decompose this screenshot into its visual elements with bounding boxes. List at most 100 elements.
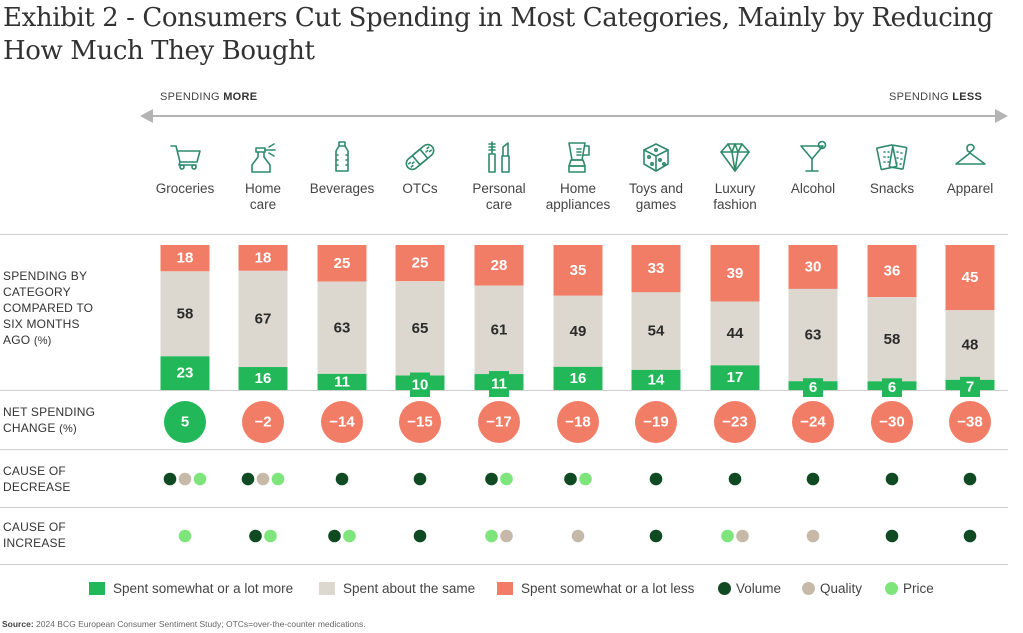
data-label-less: 35 [570,262,587,279]
bar-segment-more [238,367,288,390]
data-label-same: 44 [727,325,744,342]
category-snacks: Snacks [847,140,937,197]
data-label-same: 49 [570,323,587,340]
legend-dot-quality [802,582,815,595]
data-label-less: 25 [412,255,429,272]
cocktail-glass-icon [800,140,827,172]
blender-icon [568,142,590,173]
data-label-more: 6 [888,379,896,396]
divider [0,234,1008,235]
cause-decrease-volume-dot [163,472,177,486]
data-label-less: 33 [648,260,665,277]
direction-arrow [140,109,1008,123]
cause-decrease-price-dot [500,472,513,486]
data-label-less: 30 [805,258,822,275]
bar-segment-same [631,292,681,370]
mascara-lipstick-icon [488,141,510,173]
data-label-less: 45 [962,269,979,286]
data-label-tab [410,372,430,397]
cause-increase-price-dot [485,529,498,543]
cause-increase-quality-dot [806,529,820,543]
row-label-net-change: NET SPENDING CHANGE (%) [3,405,96,435]
bar-segment-less [710,245,760,302]
data-label-less: 39 [727,265,744,282]
category-apparel: Apparel [925,140,1015,197]
net-change-circle [242,401,284,443]
net-change-label: −30 [879,414,904,431]
cause-increase-volume-dot [328,529,341,543]
cause-decrease-volume-dot [485,472,498,486]
data-label-more: 7 [966,378,974,395]
cause-increase-price-dot [178,529,192,543]
dice-icon [643,143,669,172]
category-label: Apparel [946,181,994,196]
data-label-same: 65 [412,320,429,337]
cause-increase-volume-dot [249,529,262,543]
bar-segment-same [160,271,210,357]
chart-title: Exhibit 2 - Consumers Cut Spending in Mo… [3,3,993,66]
cause-increase-volume-dot [963,529,977,543]
divider [0,507,1008,508]
cause-decrease-volume-dot [335,472,349,486]
data-label-more: 11 [334,373,350,390]
bar-segment-less [867,245,917,298]
legend-item-same: Spent about the same [319,581,475,596]
data-label-same: 63 [805,327,822,344]
bar-segment-same [553,295,603,367]
data-label-same: 61 [491,321,508,338]
water-bottle-icon [335,141,349,172]
bar-segment-more [631,369,681,390]
category-label: OTCs [402,181,438,196]
data-label-same: 48 [962,337,979,354]
hanger-icon [955,143,986,165]
cause-decrease-volume-dot [806,472,820,486]
bar-segment-same [945,310,995,380]
bar-segment-same [867,297,917,382]
bar-segment-less [945,245,995,311]
bar-segment-less [238,245,288,271]
category-alcohol: Alcohol [768,140,858,197]
net-change-circle [871,401,913,443]
data-label-more: 23 [177,365,194,382]
category-home-care: Home care [218,140,308,213]
category-label: Beverages [309,181,375,196]
bar-segment-less [395,245,445,282]
bar-segment-same [238,270,288,368]
data-label-same: 67 [255,310,272,327]
spending-less-label: SPENDING LESS [889,91,983,103]
data-label-tab [489,371,509,397]
category-personal-care: Personal care [454,140,544,213]
cause-decrease-volume-dot [413,472,427,486]
divider [0,564,1008,565]
category-label: Luxury fashion [713,181,757,212]
net-change-label: −14 [329,414,355,431]
row-label-cause-decrease: CAUSE OF DECREASE [3,464,71,494]
net-change-label: −18 [565,414,590,431]
data-label-more: 16 [255,370,272,387]
bar-segment-less [317,245,367,282]
category-otcs: OTCs [375,140,465,197]
shopping-cart-icon [170,145,201,170]
net-change-circle [949,401,991,443]
bar-segment-same [317,281,367,374]
cause-decrease-volume-dot [649,472,663,486]
crackers-icon [876,144,908,171]
bar-segment-more [160,356,210,390]
cause-decrease-price-dot [193,472,207,486]
bar-segment-same [474,285,524,375]
net-change-label: −38 [957,414,982,431]
bar-segment-more [710,365,760,390]
category-beverages: Beverages [297,140,387,197]
net-change-label: −2 [254,414,271,431]
category-label: Alcohol [790,181,836,196]
cause-decrease-volume-dot [241,472,255,486]
legend-item-volume: Volume [718,581,781,596]
legend-dot-volume [718,582,731,595]
category-groceries: Groceries [140,140,230,197]
cause-increase-price-dot [343,529,356,543]
net-change-label: −19 [643,414,668,431]
legend-dot-price [885,582,898,595]
cause-decrease-volume-dot [728,472,742,486]
net-change-circle [714,401,756,443]
cause-decrease-volume-dot [885,472,899,486]
